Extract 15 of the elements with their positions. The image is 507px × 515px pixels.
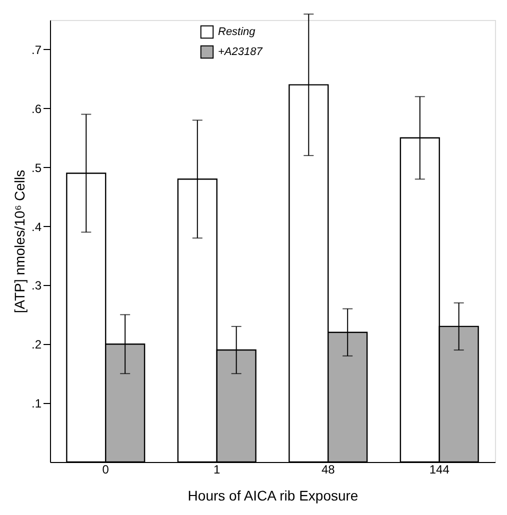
x-tick-label: 1 (214, 462, 221, 476)
x-tick-label: 0 (102, 462, 110, 476)
legend-label: Resting (218, 26, 256, 38)
legend-label: +A23187 (218, 46, 264, 58)
x-tick-label: 144 (429, 462, 450, 476)
y-tick-label: .3 (31, 278, 42, 293)
x-axis-title: Hours of AICA rib Exposure (188, 488, 358, 504)
y-axis-title: [ATP] nmoles/10⁶ Cells (11, 170, 28, 314)
y-tick-label: .5 (31, 160, 42, 175)
y-tick-label: .2 (31, 338, 42, 352)
y-tick-label: .1 (31, 396, 42, 411)
y-tick-label: .7 (31, 42, 42, 57)
y-tick-label: .4 (31, 220, 42, 234)
y-tick-label: .6 (31, 102, 42, 116)
x-tick-label: 48 (321, 462, 336, 476)
